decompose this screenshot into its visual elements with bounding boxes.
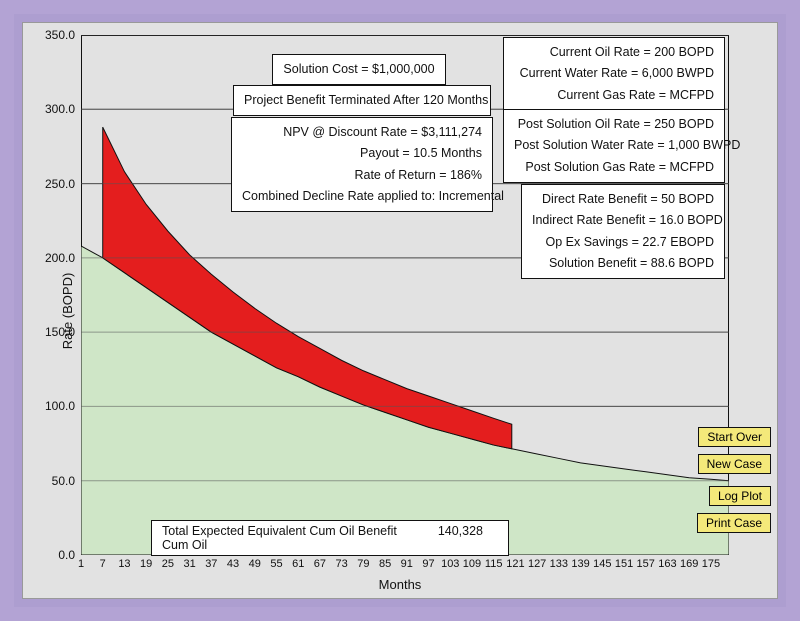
line: NPV @ Discount Rate = $3,111,274: [242, 122, 482, 143]
x-tick: 133: [550, 558, 568, 570]
y-tick: 100.0: [27, 399, 75, 413]
x-tick: 25: [162, 558, 174, 570]
x-tick: 43: [227, 558, 239, 570]
x-tick: 109: [463, 558, 481, 570]
x-tick: 139: [571, 558, 589, 570]
line: Current Oil Rate = 200 BOPD: [514, 42, 714, 63]
x-tick: 1: [78, 558, 84, 570]
x-tick: 169: [680, 558, 698, 570]
chart-panel: Rate (BOPD) Months Solution Cost = $1,00…: [22, 22, 778, 599]
x-tick: 31: [183, 558, 195, 570]
x-tick: 61: [292, 558, 304, 570]
x-tick: 13: [118, 558, 130, 570]
box-econ: NPV @ Discount Rate = $3,111,274 Payout …: [231, 117, 493, 212]
text: Solution Cost = $1,000,000: [283, 59, 435, 80]
box-solution-cost: Solution Cost = $1,000,000: [272, 54, 446, 85]
x-tick: 79: [357, 558, 369, 570]
line: Post Solution Water Rate = 1,000 BWPD: [514, 135, 714, 156]
y-tick: 200.0: [27, 251, 75, 265]
x-tick: 85: [379, 558, 391, 570]
x-tick: 163: [658, 558, 676, 570]
x-tick: 97: [422, 558, 434, 570]
x-tick: 91: [401, 558, 413, 570]
x-axis-label: Months: [379, 577, 422, 592]
x-tick: 127: [528, 558, 546, 570]
print-case-button[interactable]: Print Case: [697, 513, 771, 533]
line: Current Gas Rate = MCFPD: [514, 85, 714, 106]
x-tick: 55: [270, 558, 282, 570]
box-term: Project Benefit Terminated After 120 Mon…: [233, 85, 491, 116]
line: Op Ex Savings = 22.7 EBOPD: [532, 232, 714, 253]
log-plot-button[interactable]: Log Plot: [709, 486, 771, 506]
text: Project Benefit Terminated After 120 Mon…: [244, 90, 480, 111]
line: Solution Benefit = 88.6 BOPD: [532, 253, 714, 274]
y-tick: 350.0: [27, 28, 75, 42]
line: Current Water Rate = 6,000 BWPD: [514, 63, 714, 84]
y-tick: 0.0: [27, 548, 75, 562]
line: Rate of Return = 186%: [242, 165, 482, 186]
x-tick: 37: [205, 558, 217, 570]
legend-label: Total Expected Equivalent Cum Oil Benefi…: [162, 524, 397, 538]
x-tick: 151: [615, 558, 633, 570]
start-over-button[interactable]: Start Over: [698, 427, 771, 447]
line: Post Solution Oil Rate = 250 BOPD: [514, 114, 714, 135]
x-tick: 19: [140, 558, 152, 570]
x-tick: 73: [336, 558, 348, 570]
x-tick: 157: [637, 558, 655, 570]
x-tick: 145: [593, 558, 611, 570]
y-tick: 150.0: [27, 325, 75, 339]
new-case-button[interactable]: New Case: [698, 454, 771, 474]
box-benefit: Direct Rate Benefit = 50 BOPD Indirect R…: [521, 184, 725, 279]
y-tick: 300.0: [27, 102, 75, 116]
box-post: Post Solution Oil Rate = 250 BOPD Post S…: [503, 109, 725, 183]
y-tick: 250.0: [27, 177, 75, 191]
line: Direct Rate Benefit = 50 BOPD: [532, 189, 714, 210]
x-tick: 121: [506, 558, 524, 570]
line: Indirect Rate Benefit = 16.0 BOPD: [532, 210, 714, 231]
x-tick: 67: [314, 558, 326, 570]
x-tick: 49: [249, 558, 261, 570]
legend-cum-oil: Total Expected Equivalent Cum Oil Benefi…: [151, 520, 509, 556]
x-tick: 115: [485, 558, 503, 570]
line: Combined Decline Rate applied to: Increm…: [242, 186, 482, 207]
box-current: Current Oil Rate = 200 BOPD Current Wate…: [503, 37, 725, 111]
line: Payout = 10.5 Months: [242, 143, 482, 164]
line: Post Solution Gas Rate = MCFPD: [514, 157, 714, 178]
x-tick: 7: [100, 558, 106, 570]
y-tick: 50.0: [27, 474, 75, 488]
x-tick: 175: [702, 558, 720, 570]
x-tick: 103: [441, 558, 459, 570]
